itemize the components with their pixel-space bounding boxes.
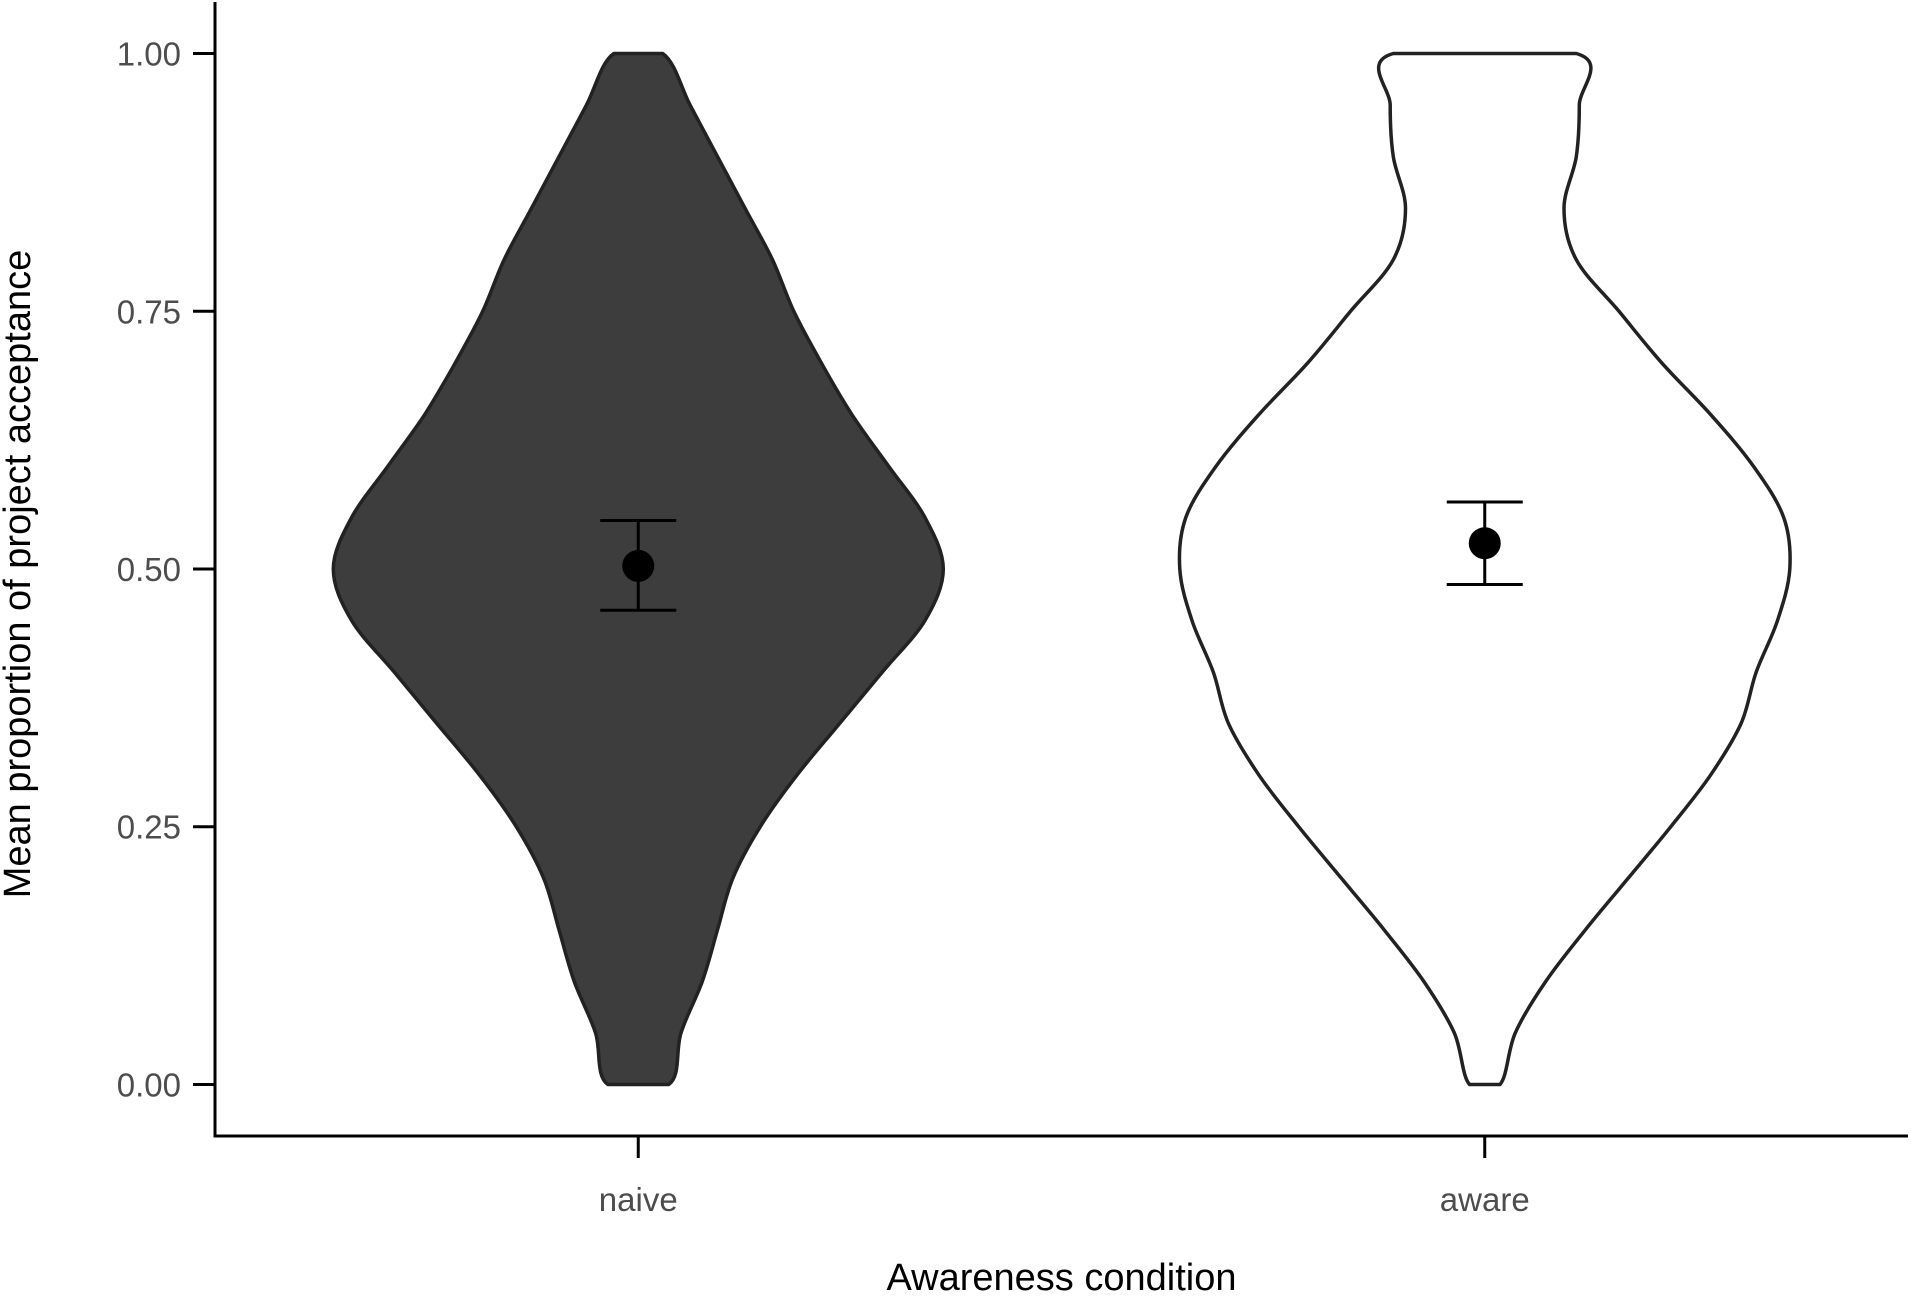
y-axis-title: Mean proportion of project acceptance [0,250,39,899]
x-axis-title: Awareness condition [887,1257,1237,1299]
mean-point-aware [1468,527,1501,560]
y-tick-label: 1.00 [117,36,181,73]
violin-layer [331,51,1792,1087]
x-ticks: naive aware [599,1136,1530,1218]
mean-point-naive [622,549,655,582]
y-ticks: 0.00 0.25 0.50 0.75 1.00 [117,36,215,1103]
y-tick-label: 0.00 [117,1066,181,1103]
x-tick-label-aware: aware [1440,1181,1530,1218]
errorbar-layer [600,500,1523,612]
y-tick-label: 0.50 [117,551,181,588]
y-tick-label: 0.75 [117,293,181,330]
y-tick-label: 0.25 [117,809,181,846]
x-tick-label-naive: naive [599,1181,678,1218]
